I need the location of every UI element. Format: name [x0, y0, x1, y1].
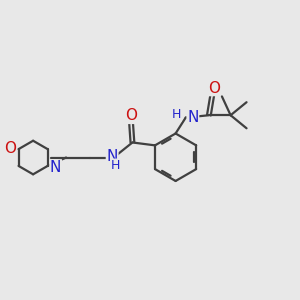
Text: O: O	[208, 80, 220, 95]
Text: N: N	[50, 160, 61, 175]
Text: H: H	[111, 159, 121, 172]
Text: H: H	[172, 108, 181, 121]
Text: O: O	[125, 108, 137, 123]
Text: O: O	[4, 141, 16, 156]
Text: N: N	[106, 149, 118, 164]
Text: N: N	[187, 110, 199, 125]
